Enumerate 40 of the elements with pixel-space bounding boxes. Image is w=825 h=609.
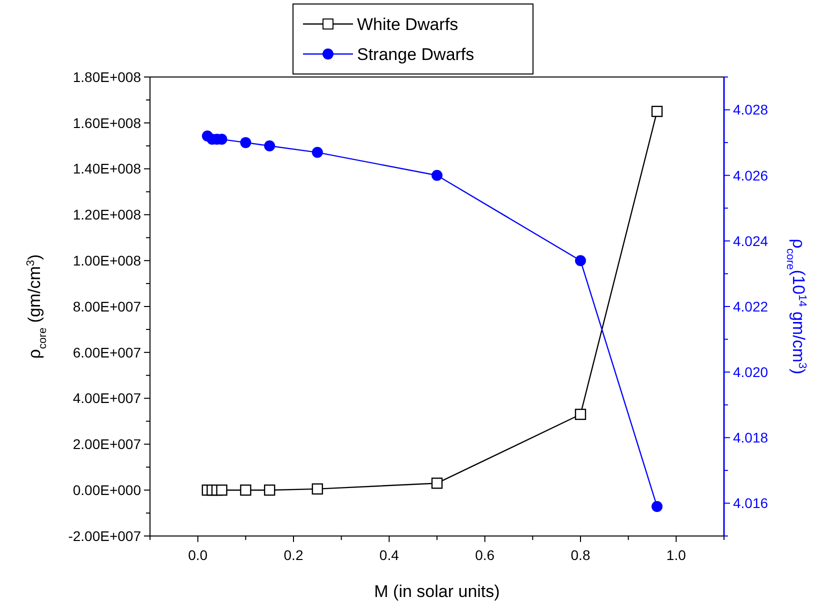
legend-label: Strange Dwarfs (357, 44, 474, 64)
y-tick-label: -2.00E+007 (68, 528, 142, 544)
y-tick-label: 8.00E+007 (72, 298, 142, 314)
point (312, 483, 324, 495)
point (432, 170, 442, 181)
y2-tick-label: 4.028 (733, 102, 768, 118)
text: 0.0 (188, 547, 208, 563)
y2-tick-label: 4.022 (733, 298, 768, 314)
y2-tick-label: 4.026 (733, 167, 768, 184)
point (575, 255, 586, 266)
point (574, 408, 586, 420)
y2-tick-label: 4.016 (733, 495, 768, 512)
y-tick-label: 6.00E+007 (72, 344, 142, 360)
point (216, 484, 228, 496)
x-tick-label: 0.2 (284, 547, 304, 563)
point (240, 484, 252, 496)
x-tick-label: 0.6 (475, 547, 495, 563)
y-tick-label: 1.20E+008 (72, 206, 142, 223)
x-tick-label: 0.8 (570, 547, 590, 563)
y-tick-label: 1.00E+008 (72, 252, 142, 268)
y-tick-label: 0.00E+000 (72, 482, 142, 498)
x-axis-title: M (in solar units) (374, 582, 500, 601)
x-tick-label: 1.0 (666, 547, 686, 563)
y-tick-label: 1.40E+008 (72, 160, 142, 177)
legend-label: White Dwarfs (357, 14, 458, 34)
point (264, 140, 276, 152)
y-tick-label: 1.80E+008 (72, 68, 142, 85)
y-tick-label: 1.60E+008 (72, 114, 142, 131)
y-tick-label: 2.00E+007 (72, 436, 142, 452)
point (651, 106, 663, 118)
y-tick-label: 4.00E+007 (72, 390, 142, 406)
point (652, 500, 663, 512)
point (431, 478, 443, 489)
y2-tick-label: 4.024 (733, 232, 768, 249)
point (240, 137, 252, 148)
point (264, 484, 276, 496)
x-tick-label: 0.4 (379, 547, 400, 563)
point (312, 146, 323, 158)
y2-tick-label: 4.018 (733, 430, 768, 446)
y2-tick-label: 4.020 (733, 364, 768, 380)
